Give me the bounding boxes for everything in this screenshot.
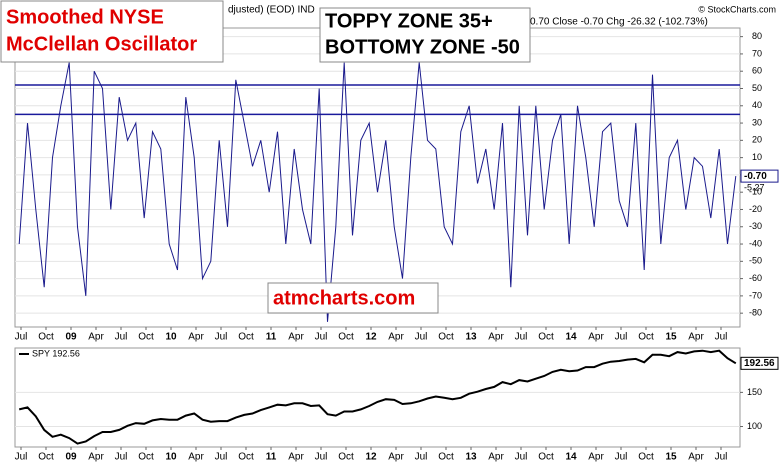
plots: 80 70 60 50 40 30 20 100 -10 -20 -30 -40 -50 -60 -70 -8… xyxy=(14,27,779,463)
credit: © StockCharts.com xyxy=(698,4,776,14)
x-tick-label: Jul xyxy=(215,452,228,463)
x-tick-label: Oct xyxy=(538,332,554,343)
x-tick-label: Jul xyxy=(615,332,628,343)
x-tick-label: Jul xyxy=(615,452,628,463)
x-tick-label: 12 xyxy=(365,452,377,463)
y-tick-label: 40 xyxy=(752,100,762,110)
plot-area xyxy=(14,347,741,448)
x-tick-label: Apr xyxy=(188,452,204,463)
x-tick-label: Apr xyxy=(588,452,604,463)
x-tick-label: Apr xyxy=(388,452,404,463)
x-tick-label: Oct xyxy=(338,332,354,343)
title-line: Smoothed NYSE xyxy=(6,6,164,28)
last-value-box xyxy=(740,356,779,370)
x-tick-label: Oct xyxy=(338,452,354,463)
x-tick-label: 14 xyxy=(565,452,577,463)
legend-label: SPY 192.56 xyxy=(32,348,80,358)
x-tick-label: Oct xyxy=(638,332,654,343)
y-tick-label: 70 xyxy=(752,48,762,58)
x-tick-label: 10 xyxy=(165,332,177,343)
zone-box xyxy=(319,7,531,63)
series-line xyxy=(18,62,737,322)
title-line: McClellan Oscillator xyxy=(6,33,197,55)
x-tick-label: Jul xyxy=(315,332,328,343)
x-tick-label: 15 xyxy=(665,332,677,343)
signal-label: -5.27 xyxy=(744,182,765,192)
last-value-label: -0.70 xyxy=(744,171,767,182)
header-right: 0.70 Close -0.70 Chg -26.32 (-102.73%) xyxy=(530,17,708,28)
x-tick-label: Jul xyxy=(115,332,128,343)
watermark: atmcharts.com xyxy=(273,287,415,309)
y-tick-label: 100 xyxy=(747,421,762,431)
x-tick-label: 13 xyxy=(465,332,477,343)
x-tick-label: Oct xyxy=(438,452,454,463)
x-tick-label: Jul xyxy=(415,332,428,343)
series-line xyxy=(18,349,737,445)
x-tick-label: Apr xyxy=(288,452,304,463)
x-tick-label: Apr xyxy=(488,332,504,343)
x-tick-label: Apr xyxy=(188,332,204,343)
y-tick-label: -70 xyxy=(749,290,762,300)
x-tick-label: Jul xyxy=(515,332,528,343)
x-tick-label: Oct xyxy=(538,452,554,463)
x-tick-label: Jul xyxy=(515,452,528,463)
x-tick-label: Oct xyxy=(38,452,54,463)
x-tick-label: Jul xyxy=(115,452,128,463)
x-tick-label: Oct xyxy=(238,332,254,343)
x-tick-label: Apr xyxy=(288,332,304,343)
watermark-box xyxy=(267,282,439,314)
zone-text: BOTTOMY ZONE -50 xyxy=(325,36,520,58)
y-tick-label: 80 xyxy=(752,31,762,41)
x-tick-label: 10 xyxy=(165,452,177,463)
x-tick-label: 09 xyxy=(65,452,77,463)
x-tick-label: Oct xyxy=(638,452,654,463)
x-tick-label: 09 xyxy=(65,332,77,343)
x-tick-label: Apr xyxy=(88,332,104,343)
x-tick-label: Jul xyxy=(315,452,328,463)
y-tick-label: -20 xyxy=(749,204,762,214)
header-left: djusted) (EOD) IND xyxy=(228,5,315,16)
x-tick-label: Oct xyxy=(138,452,154,463)
y-tick-label: -30 xyxy=(749,221,762,231)
last-value-label: 192.56 xyxy=(744,358,775,369)
x-tick-label: Jul xyxy=(15,452,28,463)
x-tick-label: Apr xyxy=(688,332,704,343)
x-tick-label: Apr xyxy=(88,452,104,463)
x-tick-label: Oct xyxy=(238,452,254,463)
y-tick-label: -50 xyxy=(749,256,762,266)
zone-text: TOPPY ZONE 35+ xyxy=(325,10,493,32)
x-tick-label: 11 xyxy=(266,332,277,343)
x-tick-label: Apr xyxy=(488,452,504,463)
last-value-box xyxy=(740,169,779,183)
x-tick-label: 11 xyxy=(266,452,277,463)
y-tick-label: -40 xyxy=(749,238,762,248)
x-tick-label: 13 xyxy=(465,452,477,463)
y-tick-label: 60 xyxy=(752,66,762,76)
x-tick-label: Jul xyxy=(715,332,728,343)
y-tick-label: 20 xyxy=(752,135,762,145)
title-box xyxy=(0,0,224,63)
y-tick-label: 150 xyxy=(747,387,762,397)
x-tick-label: Jul xyxy=(15,332,28,343)
x-tick-label: 15 xyxy=(665,452,677,463)
x-tick-label: Jul xyxy=(215,332,228,343)
x-tick-label: Oct xyxy=(138,332,154,343)
x-tick-label: Oct xyxy=(38,332,54,343)
y-tick-label: -80 xyxy=(749,308,762,318)
x-tick-label: Apr xyxy=(588,332,604,343)
y-tick-label: 30 xyxy=(752,117,762,127)
y-tick-label: -10 xyxy=(749,187,762,197)
x-tick-label: Jul xyxy=(415,452,428,463)
y-tick-label: 10 xyxy=(752,152,762,162)
x-tick-label: Apr xyxy=(688,452,704,463)
x-tick-label: 14 xyxy=(565,332,577,343)
y-tick-label: 50 xyxy=(752,83,762,93)
x-tick-label: Oct xyxy=(438,332,454,343)
x-tick-label: 12 xyxy=(365,332,377,343)
x-tick-label: Jul xyxy=(715,452,728,463)
y-tick-label: -60 xyxy=(749,273,762,283)
x-tick-label: Apr xyxy=(388,332,404,343)
